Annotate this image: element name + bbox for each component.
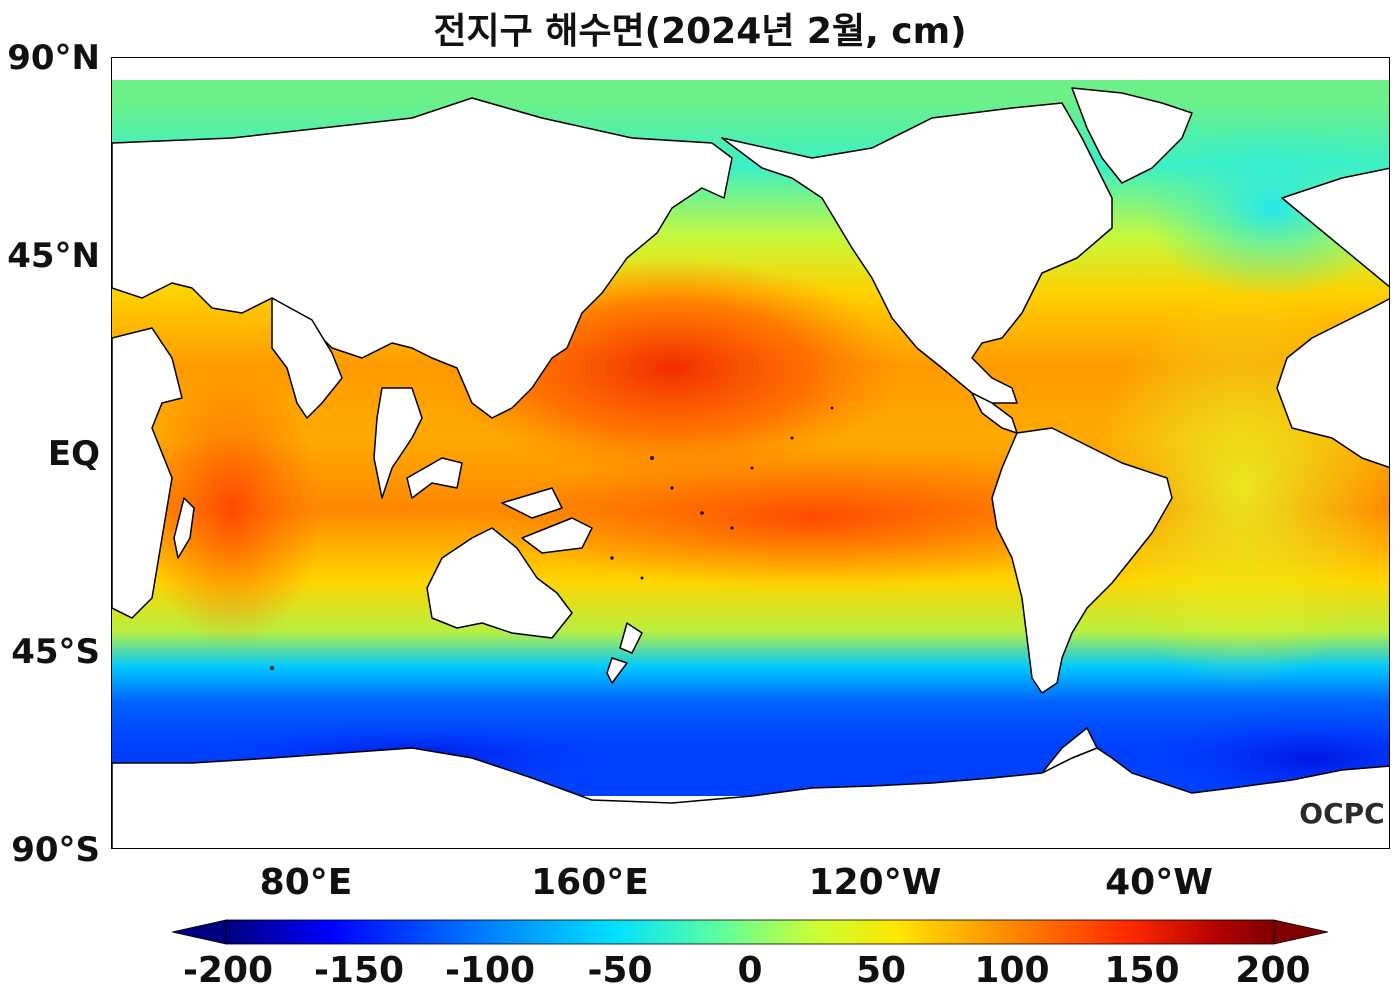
land-masses [112, 87, 1389, 848]
colorbar-tick: 150 [1104, 950, 1180, 991]
australia [426, 527, 573, 639]
indochina [373, 387, 423, 499]
colorbar-tick: 200 [1235, 950, 1311, 991]
colorbar-tick: 0 [737, 950, 763, 991]
greenland [1071, 87, 1193, 184]
sea-level-map-svg: OCPC [112, 80, 1389, 848]
west-africa-europe [1276, 167, 1389, 469]
island-dots [270, 406, 834, 670]
map-title: 전지구 해수면(2024년 2월, cm) [433, 11, 967, 52]
south-pacific-high [492, 448, 1132, 588]
colorbar-min-arrow [172, 919, 227, 945]
lon-label-160e: 160°E [531, 862, 649, 903]
colorbar [172, 919, 1328, 945]
colorbar-tick: -50 [587, 950, 653, 991]
antarctic-peninsula [1041, 727, 1098, 774]
lat-label-45s: 45°S [11, 632, 100, 672]
colorbar-max-arrow [1273, 919, 1328, 945]
lat-label-90s: 90°S [11, 830, 100, 870]
north-atlantic-low [1142, 118, 1389, 298]
madagascar [173, 497, 195, 559]
lon-label-120w: 120°W [808, 862, 942, 903]
sea-level-map: OCPC [111, 57, 1390, 849]
colorbar-tick: -100 [444, 950, 536, 991]
north-america [721, 102, 1113, 404]
colorbar-tick: 100 [974, 950, 1050, 991]
colorbar-tick: 50 [855, 950, 907, 991]
lat-label-90n: 90°N [7, 38, 100, 78]
new-zealand [606, 622, 643, 684]
colorbar-tick: -200 [182, 950, 274, 991]
lon-label-80e: 80°E [259, 862, 353, 903]
indian-ocean-high [142, 368, 322, 648]
antarctica [112, 747, 1389, 848]
colorbar-tick: -150 [313, 950, 405, 991]
lon-label-40w: 40°W [1105, 862, 1213, 903]
africa [112, 327, 183, 619]
ocpc-logo: OCPC [1299, 797, 1384, 830]
eurasia [112, 97, 733, 419]
lat-label-eq: EQ [47, 434, 100, 474]
maritime-continent [406, 457, 593, 554]
india [271, 297, 343, 419]
colorbar-ramp [225, 919, 1275, 945]
lat-label-45n: 45°N [7, 236, 100, 276]
south-america [991, 427, 1173, 694]
